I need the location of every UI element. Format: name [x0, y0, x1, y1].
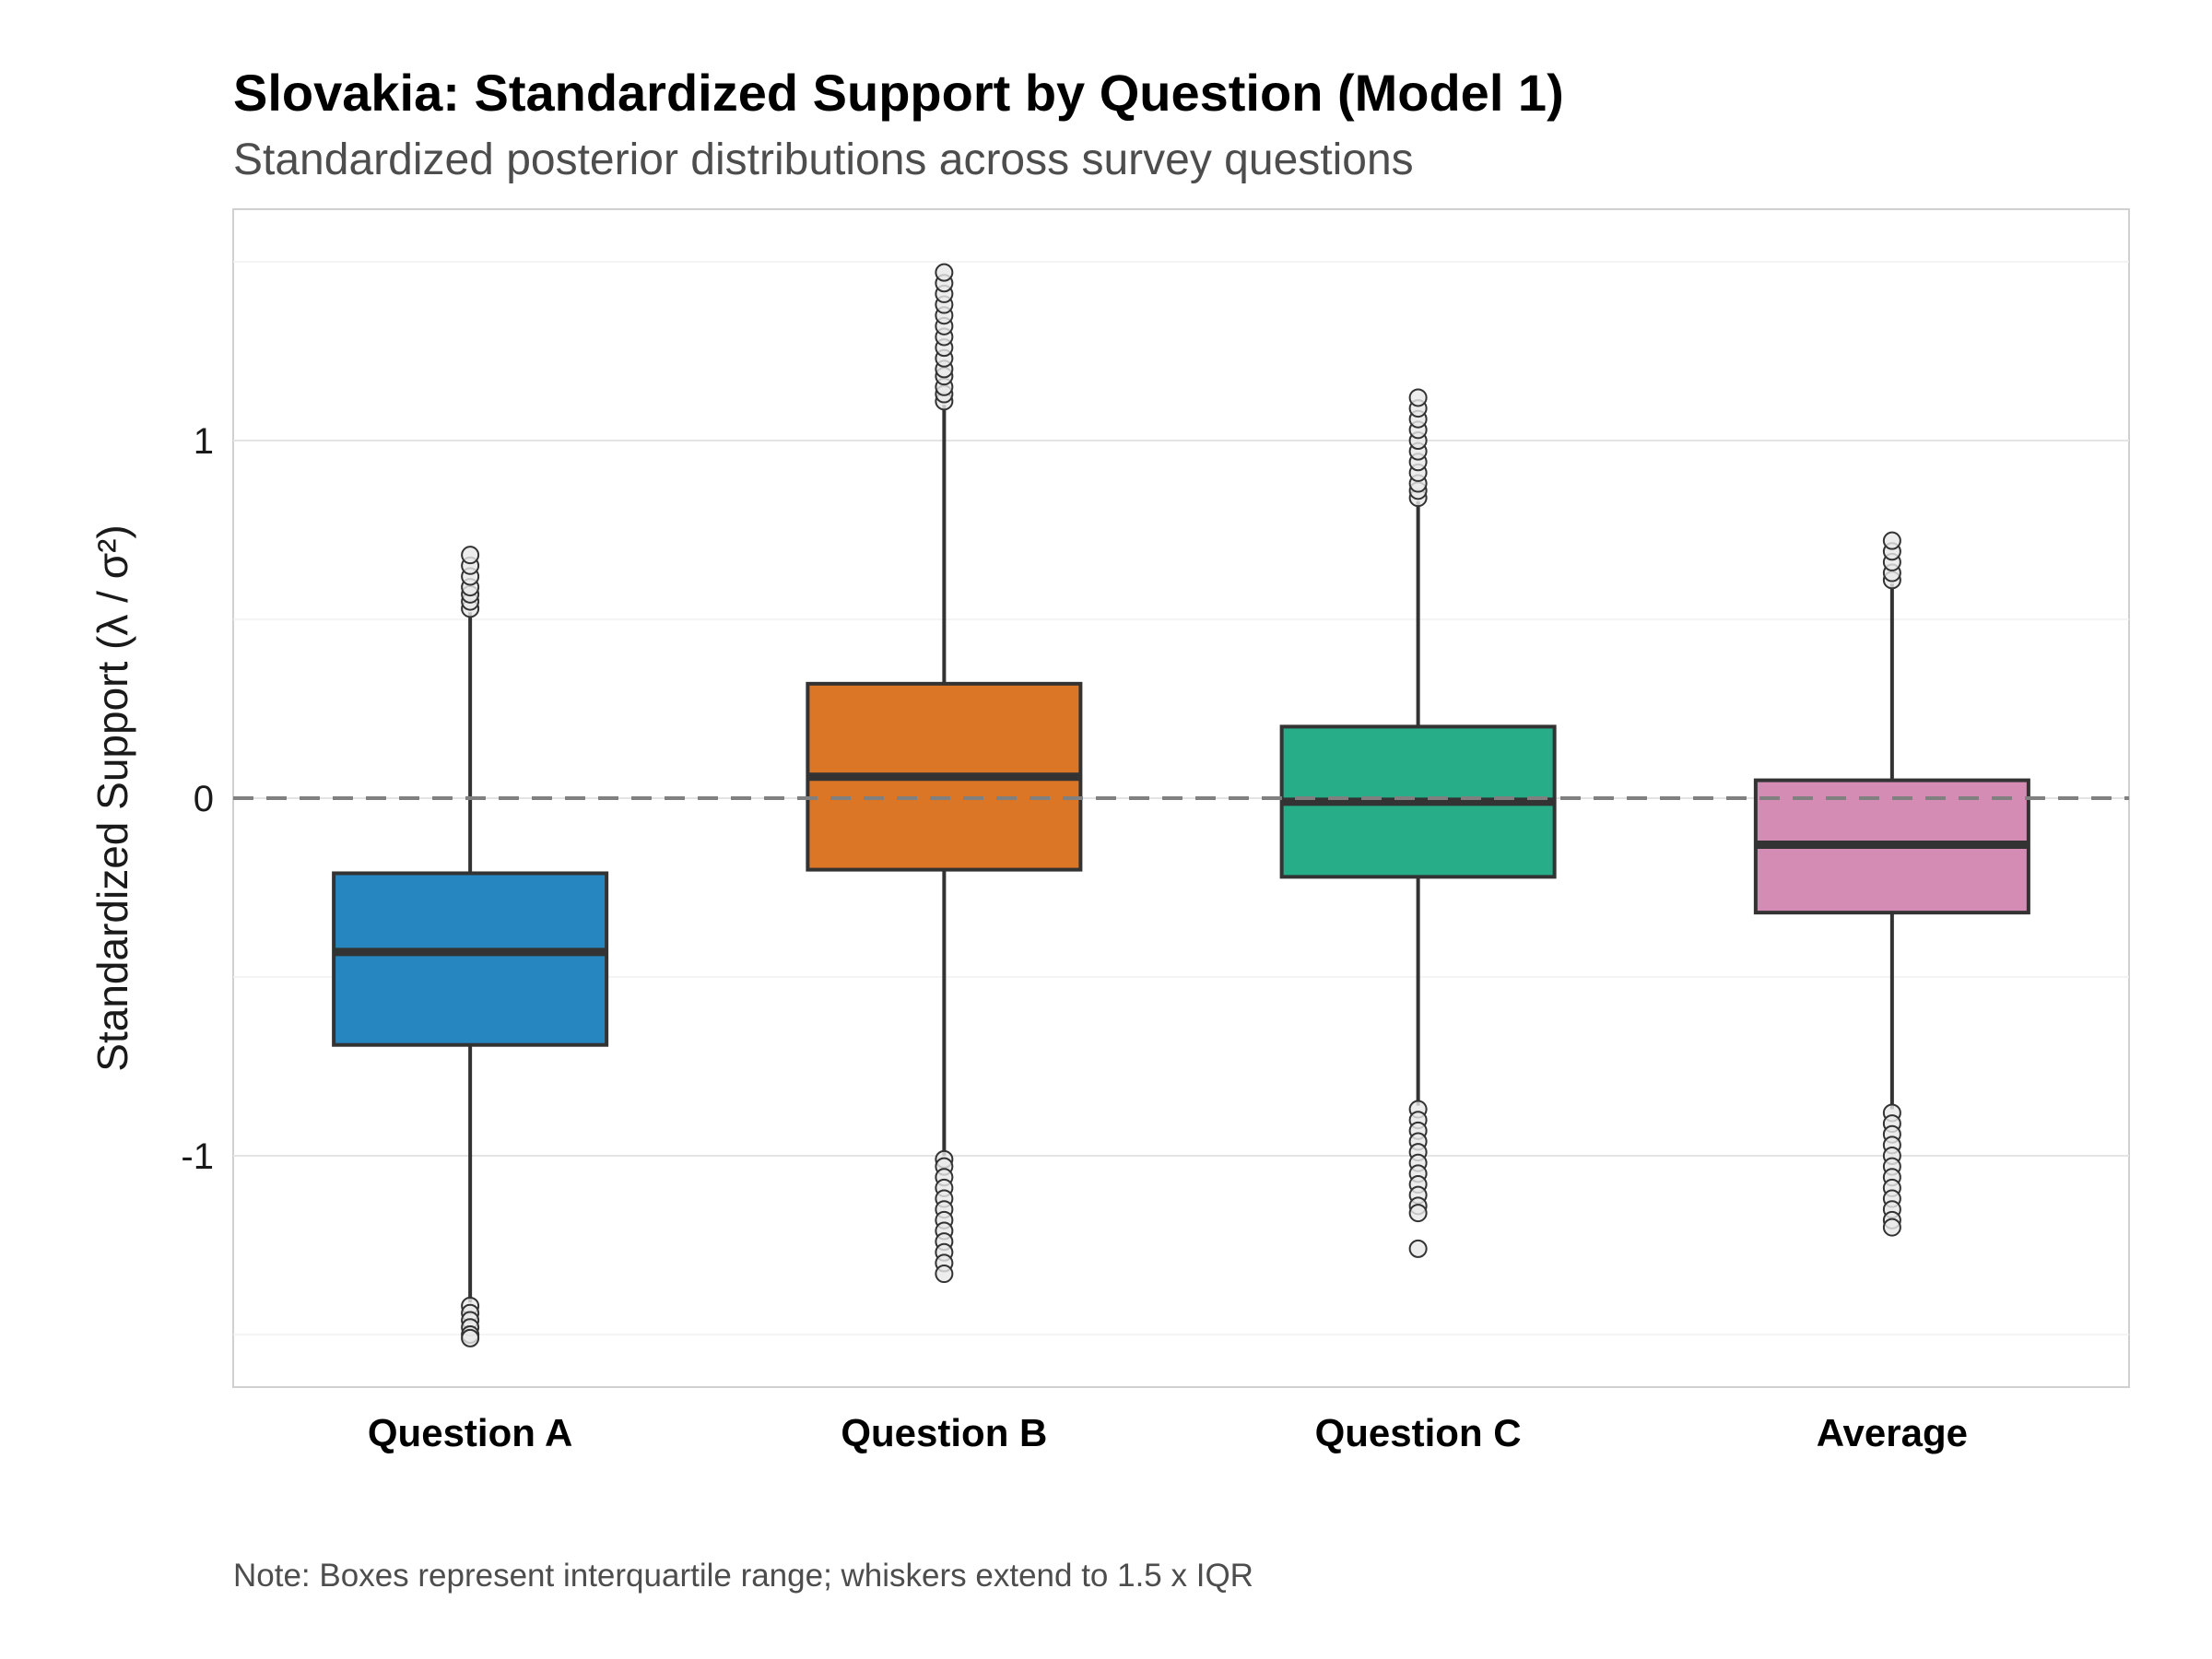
outlier-point — [461, 1328, 480, 1347]
chart-title: Slovakia: Standardized Support by Questi… — [233, 64, 1564, 122]
x-category-label: Question A — [368, 1411, 572, 1454]
y-ticks-group: -1 0 1 — [181, 421, 214, 1177]
chart-note: Note: Boxes represent interquartile rang… — [233, 1558, 1253, 1594]
outlier-point — [1882, 531, 1901, 550]
outlier-point — [461, 546, 480, 565]
iqr-box — [332, 871, 609, 1047]
outlier-point — [935, 1265, 954, 1284]
x-category-label: Average — [1817, 1411, 1968, 1454]
y-axis-label: Standardized Support (λ / σ²) — [88, 524, 136, 1071]
box-question-c — [1279, 388, 1557, 1258]
box-average — [1753, 531, 2030, 1237]
outlier-point — [1408, 388, 1428, 407]
outlier-point — [935, 263, 954, 282]
y-tick-label: 1 — [194, 421, 214, 462]
x-category-label: Question B — [841, 1411, 1047, 1454]
outlier-point — [1408, 1239, 1428, 1258]
boxes-group — [332, 263, 2030, 1347]
box-question-b — [806, 263, 1083, 1284]
outlier-point — [1882, 1218, 1901, 1237]
chart-subtitle: Standardized posterior distributions acr… — [233, 135, 1414, 184]
box-question-a — [332, 546, 609, 1347]
y-tick-label: 0 — [194, 779, 214, 819]
x-ticks-group: Question A Question B Question C Average — [368, 1411, 1968, 1454]
outlier-point — [1408, 1204, 1428, 1223]
y-tick-label: -1 — [181, 1136, 214, 1177]
x-category-label: Question C — [1315, 1411, 1522, 1454]
